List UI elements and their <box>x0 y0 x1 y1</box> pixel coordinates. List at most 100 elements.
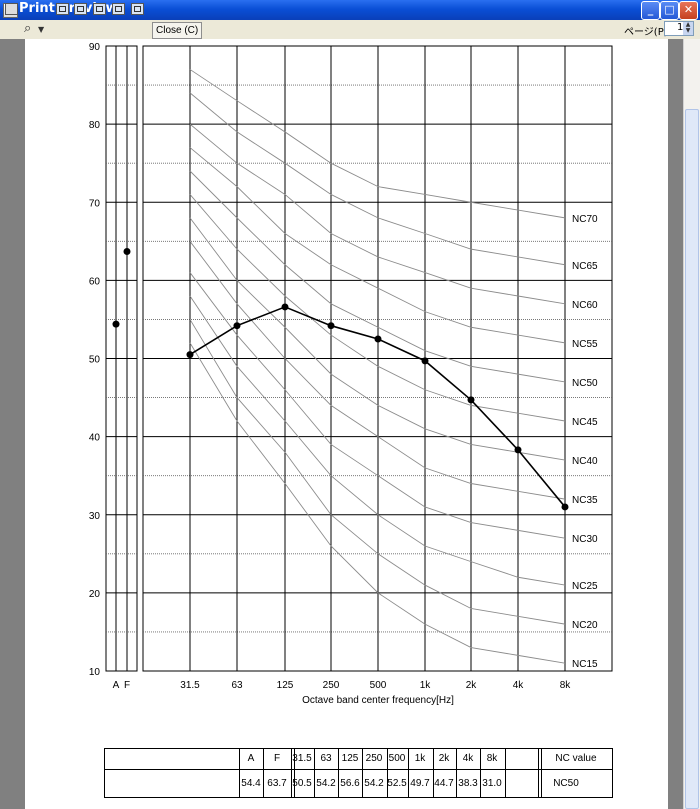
x-tick-label: 125 <box>277 680 294 691</box>
measured-point <box>374 335 382 343</box>
nc-value: NC50 <box>553 778 579 789</box>
nc-curve-label: NC40 <box>572 456 598 467</box>
nc-curve-nc35 <box>189 241 566 500</box>
summary-header-cell: 1k <box>414 753 426 764</box>
nc-curve-label: NC45 <box>572 417 598 428</box>
nc-curve-label: NC65 <box>572 261 598 272</box>
page-number-value: 1 <box>677 22 684 33</box>
six-pages-icon[interactable] <box>131 3 144 15</box>
summary-column-divider <box>433 749 434 797</box>
zoom-dropdown-icon[interactable]: ▼ <box>38 25 45 34</box>
overall-point-a <box>112 320 120 328</box>
maximize-button[interactable]: □ <box>660 1 679 20</box>
measured-point <box>514 446 522 454</box>
nc-curve-label: NC60 <box>572 300 598 311</box>
nc-curve-label: NC35 <box>572 495 598 506</box>
four-pages-icon[interactable] <box>112 3 125 15</box>
nc-curve-label: NC20 <box>572 620 598 631</box>
y-tick-label: 30 <box>89 511 101 522</box>
zoom-icon[interactable]: ⌕ <box>24 21 32 36</box>
measured-point <box>281 303 289 311</box>
summary-value-cell: 54.2 <box>316 778 336 789</box>
measured-point <box>421 357 429 365</box>
summary-column-divider <box>408 749 409 797</box>
close-window-button[interactable]: ✕ <box>679 1 698 20</box>
summary-header-cell: 8k <box>486 753 498 764</box>
x-tick-label: 31.5 <box>180 680 200 691</box>
y-tick-label: 40 <box>89 433 101 444</box>
summary-column-divider <box>338 749 339 797</box>
summary-value-cell: 49.7 <box>410 778 430 789</box>
page-label: ページ(P) <box>624 27 668 38</box>
summary-column-divider <box>538 749 539 797</box>
summary-value-cell: 54.4 <box>241 778 261 789</box>
summary-value-cell: 50.5 <box>292 778 312 789</box>
summary-column-divider <box>291 749 292 797</box>
x-tick-label: 2k <box>466 680 478 691</box>
page-spinner-icon[interactable]: ▲ ▼ <box>683 22 693 35</box>
y-tick-label: 80 <box>89 120 101 131</box>
x-tick-label: 250 <box>323 680 340 691</box>
x-tick-label: 63 <box>231 680 243 691</box>
nc-curve-nc45 <box>189 194 566 422</box>
summary-value-cell: 56.6 <box>340 778 360 789</box>
measured-point <box>561 503 569 511</box>
close-button[interactable]: Close (C) <box>152 22 203 39</box>
nc-curve-nc65 <box>189 92 566 266</box>
y-tick-label: 90 <box>89 42 101 53</box>
measured-point <box>233 322 241 330</box>
nc-curve-nc40 <box>189 217 566 461</box>
nc-value-header: NC value <box>555 753 597 764</box>
summary-column-divider <box>541 749 542 797</box>
x-tick-label: 500 <box>370 680 387 691</box>
summary-column-divider <box>387 749 388 797</box>
one-page-icon[interactable] <box>56 3 69 15</box>
three-pages-icon[interactable] <box>93 3 106 15</box>
nc-curve-label: NC55 <box>572 339 598 350</box>
nc-curve-label: NC15 <box>572 659 598 670</box>
y-tick-label: 10 <box>89 667 101 678</box>
summary-column-divider <box>362 749 363 797</box>
summary-column-divider <box>456 749 457 797</box>
nc-curve-nc20 <box>189 319 566 625</box>
summary-header-cell: 2k <box>438 753 450 764</box>
summary-value-cell: 63.7 <box>267 778 287 789</box>
preview-background-left <box>0 39 25 809</box>
summary-column-divider <box>314 749 315 797</box>
y-tick-label: 50 <box>89 355 101 366</box>
preview-background-right <box>668 39 683 809</box>
summary-header-cell: 250 <box>365 753 383 764</box>
summary-header-cell: 63 <box>320 753 332 764</box>
nc-curve-nc55 <box>189 147 566 344</box>
nc-curve-label: NC50 <box>572 378 598 389</box>
vertical-scrollbar[interactable] <box>683 39 700 809</box>
summary-column-divider <box>505 749 506 797</box>
y-tick-label: 70 <box>89 198 101 209</box>
x-tick-label: 4k <box>513 680 525 691</box>
nc-curve-nc50 <box>189 170 566 383</box>
x-tick-label: 8k <box>560 680 572 691</box>
overall-tick-label: F <box>124 680 130 691</box>
summary-divider <box>105 769 612 770</box>
nc-curve-nc30 <box>189 272 566 539</box>
summary-header-cell: 125 <box>341 753 359 764</box>
overall-point-f <box>123 247 131 255</box>
x-axis-label: Octave band center frequency[Hz] <box>302 695 454 706</box>
two-pages-icon[interactable] <box>74 3 87 15</box>
summary-header-cell: F <box>273 753 281 764</box>
summary-column-divider <box>294 749 295 797</box>
nc-curve-nc70 <box>189 69 566 219</box>
minimize-button[interactable]: _ <box>641 1 660 20</box>
nc-curve-nc60 <box>189 123 566 305</box>
printer-icon[interactable] <box>5 3 18 15</box>
summary-column-divider <box>480 749 481 797</box>
summary-header-cell: 500 <box>388 753 406 764</box>
summary-column-divider <box>263 749 264 797</box>
nc-curve-label: NC70 <box>572 214 598 225</box>
summary-value-cell: 44.7 <box>434 778 454 789</box>
summary-value-cell: 38.3 <box>458 778 478 789</box>
summary-header-cell: A <box>247 753 255 764</box>
x-tick-label: 1k <box>420 680 432 691</box>
